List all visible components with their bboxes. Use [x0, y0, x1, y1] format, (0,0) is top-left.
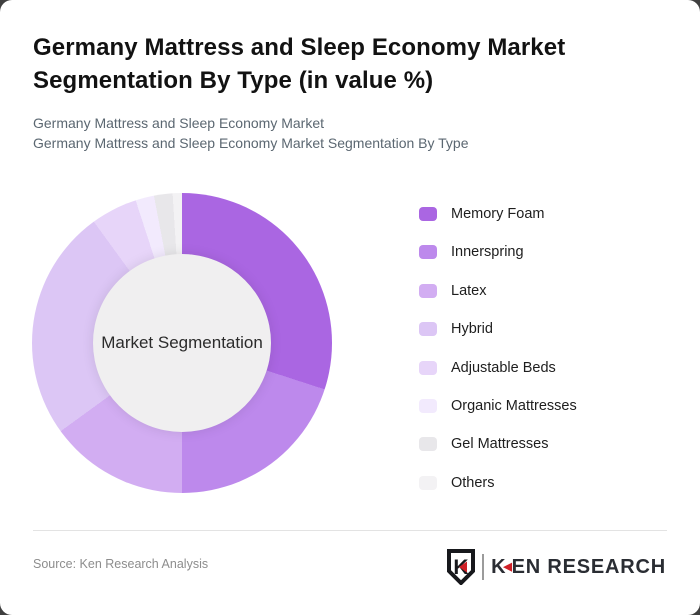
legend-item-innerspring[interactable]: Innerspring: [419, 241, 577, 263]
donut-center-label: Market Segmentation: [101, 333, 263, 352]
legend-item-adjustable-beds[interactable]: Adjustable Beds: [419, 357, 577, 379]
legend-swatch-icon: [419, 398, 437, 413]
subtitle-line-2: Germany Mattress and Sleep Economy Marke…: [33, 134, 469, 151]
donut-center: Market Segmentation: [93, 254, 271, 432]
legend-label: Innerspring: [451, 244, 524, 261]
legend-label: Memory Foam: [451, 206, 545, 222]
legend-label: Hybrid: [451, 321, 493, 338]
legend-swatch-icon: [419, 360, 437, 375]
logo-word-rest: EN RESEARCH: [511, 555, 666, 578]
legend-item-latex[interactable]: Latex: [419, 280, 577, 302]
legend-item-memory-foam[interactable]: Memory Foam: [419, 203, 577, 225]
logo-wordmark: K ◀ EN RESEARCH: [491, 556, 666, 579]
legend-swatch-icon: [419, 437, 437, 452]
subtitle-line-1: Germany Mattress and Sleep Economy Marke…: [33, 115, 325, 131]
legend-label: Gel Mattresses: [451, 436, 549, 453]
legend-label: Organic Mattresses: [451, 397, 577, 414]
legend-item-gel-mattresses[interactable]: Gel Mattresses: [419, 433, 577, 455]
donut-chart[interactable]: Market Segmentation: [32, 193, 332, 493]
legend-swatch-icon: [419, 322, 437, 337]
footer-divider: [33, 530, 667, 531]
legend-label: Adjustable Beds: [451, 359, 556, 376]
logo-divider: [482, 554, 485, 580]
legend-item-others[interactable]: Others: [419, 472, 577, 494]
logo-word-k: K: [491, 555, 507, 578]
ken-research-emblem-icon: K: [447, 549, 476, 585]
emblem-red-arrow-icon: [459, 561, 468, 573]
legend-item-organic-mattresses[interactable]: Organic Mattresses: [419, 395, 577, 417]
legend-swatch-icon: [419, 283, 437, 298]
legend-swatch-icon: [419, 245, 437, 260]
source-note: Source: Ken Research Analysis: [33, 557, 209, 571]
chart-subtitle: Germany Mattress and Sleep Economy Marke…: [33, 114, 653, 153]
legend-swatch-icon: [419, 207, 437, 221]
ken-research-logo: K K ◀ EN RESEARCH: [446, 548, 666, 586]
legend-item-hybrid[interactable]: Hybrid: [419, 318, 577, 340]
chart-legend: Memory Foam Innerspring Latex Hybrid Adjusta…: [419, 203, 577, 494]
legend-swatch-icon: [419, 475, 437, 490]
legend-label: Latex: [451, 282, 487, 299]
legend-label: Others: [451, 474, 495, 491]
page-title: Germany Mattress and Sleep Economy Marke…: [33, 34, 566, 94]
logo-red-arrow-icon: ◀: [503, 560, 513, 573]
